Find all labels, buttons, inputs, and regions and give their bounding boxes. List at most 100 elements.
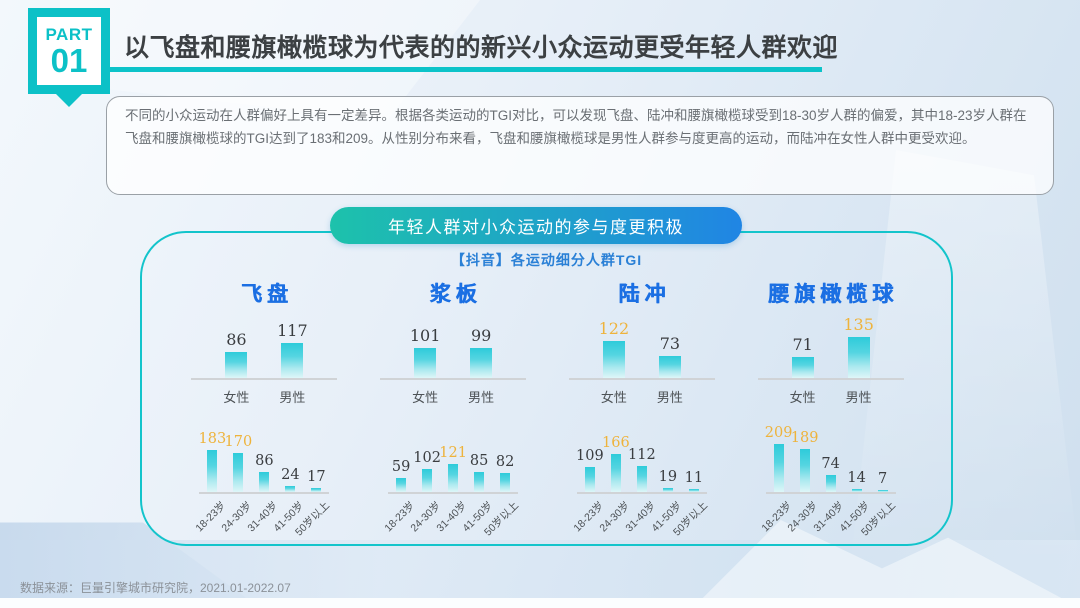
axis-label-slot: 31-40岁 (623, 494, 658, 544)
bar (877, 490, 888, 492)
axis-label: 男性 (279, 390, 306, 405)
bar-value: 117 (277, 321, 308, 340)
bar-group: 183 (198, 431, 227, 492)
bar-value: 102 (413, 450, 441, 466)
bar-value: 166 (602, 435, 630, 451)
bar (500, 473, 511, 492)
bar-value: 183 (198, 431, 227, 447)
bar-group: 121 (439, 445, 467, 492)
bar (602, 341, 625, 378)
bar-group: 117 (269, 321, 315, 378)
bar (825, 475, 836, 492)
summary-box: 不同的小众运动在人群偏好上具有一定差异。根据各类运动的TGI对比，可以发现飞盘、… (106, 96, 1054, 195)
bar (233, 453, 244, 492)
bar-value: 99 (470, 326, 492, 345)
badge-pointer-icon (56, 94, 82, 107)
bar (281, 343, 304, 378)
bar (448, 464, 459, 492)
sport-title: 腰旗橄榄球 (768, 283, 899, 306)
bar-group: 11 (682, 470, 706, 492)
bar-value: 135 (843, 315, 874, 334)
bar-group: 14 (845, 470, 869, 492)
bar-group: 74 (819, 456, 843, 492)
bar-value: 7 (878, 471, 888, 487)
bar-value: 17 (307, 469, 326, 485)
axis-label-slot: 24-30岁 (597, 494, 632, 544)
sport-title: 陆冲 (618, 283, 671, 306)
age-axis-labels: 18-23岁 24-30岁 31-40岁 41-50岁 50岁以上 (571, 494, 710, 544)
gender-bars: 122 73 (568, 316, 715, 380)
sport-column: 浆板 101 99 女性 男性 59 102 121 85 82 18-23岁 24-30岁 31-40… (359, 276, 548, 544)
axis-label-slot: 18-23岁 (571, 494, 606, 544)
bar-value: 19 (658, 469, 678, 485)
bar-group: 86 (213, 330, 259, 378)
bar-group: 85 (467, 453, 491, 492)
bar-value: 14 (847, 470, 866, 486)
bg-decoration (0, 598, 1080, 608)
axis-label-slot: 31-40岁 (812, 494, 847, 544)
gender-axis-labels: 女性 男性 (758, 387, 904, 406)
axis-label-slot: 18-23岁 (193, 494, 228, 544)
bar-group: 209 (764, 425, 793, 492)
bar-value: 101 (409, 326, 441, 345)
bar-value: 189 (790, 430, 819, 446)
gender-chart: 86 117 女性 男性 (191, 316, 338, 406)
bar (414, 348, 437, 378)
bar (662, 488, 673, 492)
bar (474, 472, 485, 492)
part-badge-inner: PART 01 (37, 17, 101, 85)
bar-group: 189 (790, 430, 819, 492)
bar-value: 209 (764, 425, 793, 441)
age-bars: 59 102 121 85 82 (388, 422, 519, 494)
age-bars: 109 166 112 19 11 (576, 422, 707, 494)
bar (773, 444, 784, 492)
axis-label: 男性 (468, 390, 495, 405)
bar (688, 489, 699, 492)
bar-group: 86 (252, 453, 276, 492)
sport-column: 腰旗橄榄球 71 135 女性 男性 209 189 74 14 7 18-23岁 24-30岁 31-… (736, 276, 925, 544)
age-chart: 59 102 121 85 82 18-23岁 24-30岁 31-40岁 41-50岁 50岁以… (382, 422, 521, 544)
bar-value: 24 (281, 467, 300, 483)
axis-label-slot: 24-30岁 (219, 494, 254, 544)
title-underline (106, 67, 822, 72)
bar-value: 122 (598, 319, 630, 338)
age-chart: 183 170 86 24 17 18-23岁 24-30岁 31-40岁 41-50岁 50岁以… (193, 422, 332, 544)
sport-title: 浆板 (429, 283, 482, 306)
bar-group: 166 (602, 435, 630, 492)
bar-value: 109 (576, 448, 604, 464)
bar (259, 472, 270, 492)
bar-group: 71 (780, 335, 826, 378)
axis-label-slot: 18-23岁 (760, 494, 795, 544)
axis-label: 女性 (789, 390, 816, 405)
gender-chart: 71 135 女性 男性 (757, 315, 904, 406)
bar-group: 19 (656, 469, 680, 492)
sport-title: 飞盘 (240, 283, 293, 306)
bar-value: 73 (659, 334, 681, 353)
axis-label-slot: 18-23岁 (382, 494, 417, 544)
age-axis-labels: 18-23岁 24-30岁 31-40岁 41-50岁 50岁以上 (382, 494, 521, 544)
gender-bars: 86 117 (191, 316, 338, 380)
sports-columns: 飞盘 86 117 女性 男性 183 170 86 24 17 18-23岁 24-30岁 31-40… (142, 270, 951, 544)
chart-board: 【抖音】各运动细分人群TGI 飞盘 86 117 女性 男性 183 170 86 24 17 18… (140, 231, 953, 546)
sport-column: 飞盘 86 117 女性 男性 183 170 86 24 17 18-23岁 24-30岁 31-40… (170, 276, 359, 544)
bar (658, 356, 681, 378)
age-axis-labels: 18-23岁 24-30岁 31-40岁 41-50岁 50岁以上 (760, 494, 899, 544)
bar-group: 102 (413, 450, 441, 492)
axis-label-slot: 41-50岁 (460, 494, 495, 544)
axis-label: 男性 (845, 390, 872, 405)
bar-group: 59 (389, 459, 413, 492)
axis-label-slot: 50岁以上 (671, 494, 710, 544)
bar-group: 101 (402, 326, 448, 378)
part-badge-number: 01 (50, 41, 88, 79)
bar-group: 24 (278, 467, 302, 492)
bar-value: 82 (495, 454, 515, 470)
gender-bars: 71 135 (757, 315, 904, 380)
part-badge: PART 01 (28, 8, 110, 107)
part-badge-label: PART (45, 24, 93, 44)
bar-group: 109 (576, 448, 604, 492)
bar (225, 352, 248, 378)
bar-value: 59 (391, 459, 411, 475)
page-title: 以飞盘和腰旗橄榄球为代表的的新兴小众运动更受年轻人群欢迎 (124, 34, 839, 62)
bar-group: 7 (871, 471, 895, 492)
